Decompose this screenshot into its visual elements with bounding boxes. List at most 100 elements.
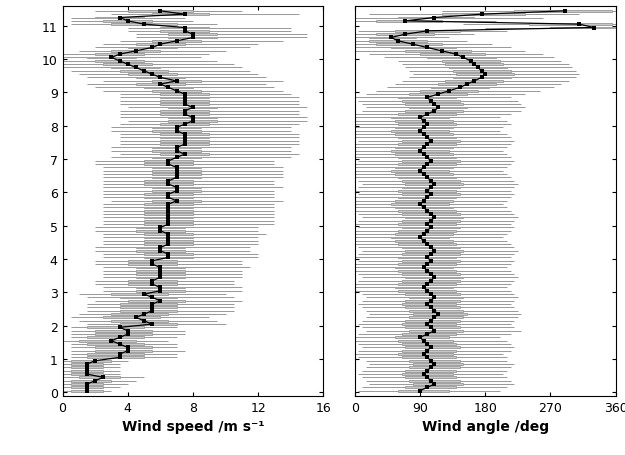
Bar <box>87 357 144 359</box>
Bar <box>428 57 496 59</box>
Bar <box>127 280 177 282</box>
Bar <box>136 277 185 279</box>
Bar <box>402 350 456 352</box>
Bar <box>394 267 452 269</box>
Bar <box>144 181 193 182</box>
Bar <box>409 330 463 332</box>
Bar <box>406 277 463 279</box>
Bar <box>119 303 177 305</box>
Bar <box>394 167 452 169</box>
Bar <box>406 327 460 329</box>
Bar <box>402 324 456 325</box>
Bar <box>398 97 456 99</box>
Bar <box>394 174 452 176</box>
Bar <box>136 290 185 292</box>
Bar <box>394 31 460 33</box>
Bar <box>409 107 467 109</box>
Bar <box>406 320 460 322</box>
Bar <box>402 141 460 142</box>
Bar <box>127 74 177 76</box>
Bar <box>412 364 463 365</box>
Bar <box>406 377 456 379</box>
Bar <box>169 121 217 122</box>
Bar <box>445 81 503 82</box>
Bar <box>87 327 144 329</box>
Bar <box>456 74 514 76</box>
Bar <box>111 67 161 69</box>
Bar <box>161 137 209 139</box>
Bar <box>127 263 177 265</box>
Bar <box>144 214 193 216</box>
Bar <box>394 154 452 156</box>
Bar <box>394 134 452 136</box>
Bar <box>144 184 193 186</box>
Bar <box>71 370 103 372</box>
Bar <box>136 267 185 269</box>
Bar <box>152 147 201 149</box>
Bar <box>394 147 452 149</box>
Bar <box>391 204 449 206</box>
Bar <box>152 14 209 16</box>
Bar <box>119 297 177 298</box>
Bar <box>95 61 144 63</box>
Bar <box>394 200 452 202</box>
Bar <box>79 377 119 379</box>
Bar <box>406 387 456 389</box>
Bar <box>402 214 460 216</box>
Bar <box>161 144 209 146</box>
Bar <box>152 41 201 43</box>
Bar <box>398 354 452 355</box>
Bar <box>169 37 217 39</box>
Bar <box>161 154 209 156</box>
Bar <box>394 287 452 289</box>
Bar <box>402 247 460 249</box>
X-axis label: Wind speed /m s⁻¹: Wind speed /m s⁻¹ <box>122 419 264 433</box>
Bar <box>169 34 217 36</box>
Bar <box>398 191 456 192</box>
Bar <box>144 243 193 246</box>
Bar <box>402 303 456 305</box>
Bar <box>161 104 209 106</box>
Bar <box>406 307 460 308</box>
Bar <box>152 151 201 152</box>
Bar <box>111 320 169 322</box>
Bar <box>452 77 511 79</box>
Bar <box>406 300 460 302</box>
Bar <box>136 230 185 232</box>
Bar <box>391 47 456 49</box>
Bar <box>144 197 193 199</box>
Bar <box>398 144 456 146</box>
Bar <box>95 347 152 349</box>
Bar <box>161 141 209 142</box>
Bar <box>152 200 201 202</box>
Bar <box>442 61 499 63</box>
Bar <box>161 97 209 99</box>
Bar <box>87 344 144 345</box>
Bar <box>420 91 478 92</box>
Bar <box>406 111 463 112</box>
Bar <box>391 171 449 172</box>
Bar <box>398 164 456 166</box>
Bar <box>144 240 193 242</box>
Bar <box>144 210 193 212</box>
Bar <box>409 310 463 312</box>
Bar <box>111 24 177 26</box>
Bar <box>71 390 103 392</box>
Bar <box>398 263 456 265</box>
Bar <box>376 34 434 36</box>
Bar <box>71 383 103 385</box>
Bar <box>406 51 471 53</box>
Bar <box>391 131 449 132</box>
Bar <box>152 187 201 189</box>
Bar <box>412 383 463 385</box>
Bar <box>136 227 185 229</box>
Bar <box>127 260 177 262</box>
Bar <box>71 360 111 362</box>
Bar <box>136 77 185 79</box>
Bar <box>442 14 525 16</box>
Bar <box>161 124 209 126</box>
X-axis label: Wind angle /deg: Wind angle /deg <box>422 419 549 433</box>
Bar <box>103 21 152 23</box>
Bar <box>398 257 456 259</box>
Bar <box>152 177 201 179</box>
